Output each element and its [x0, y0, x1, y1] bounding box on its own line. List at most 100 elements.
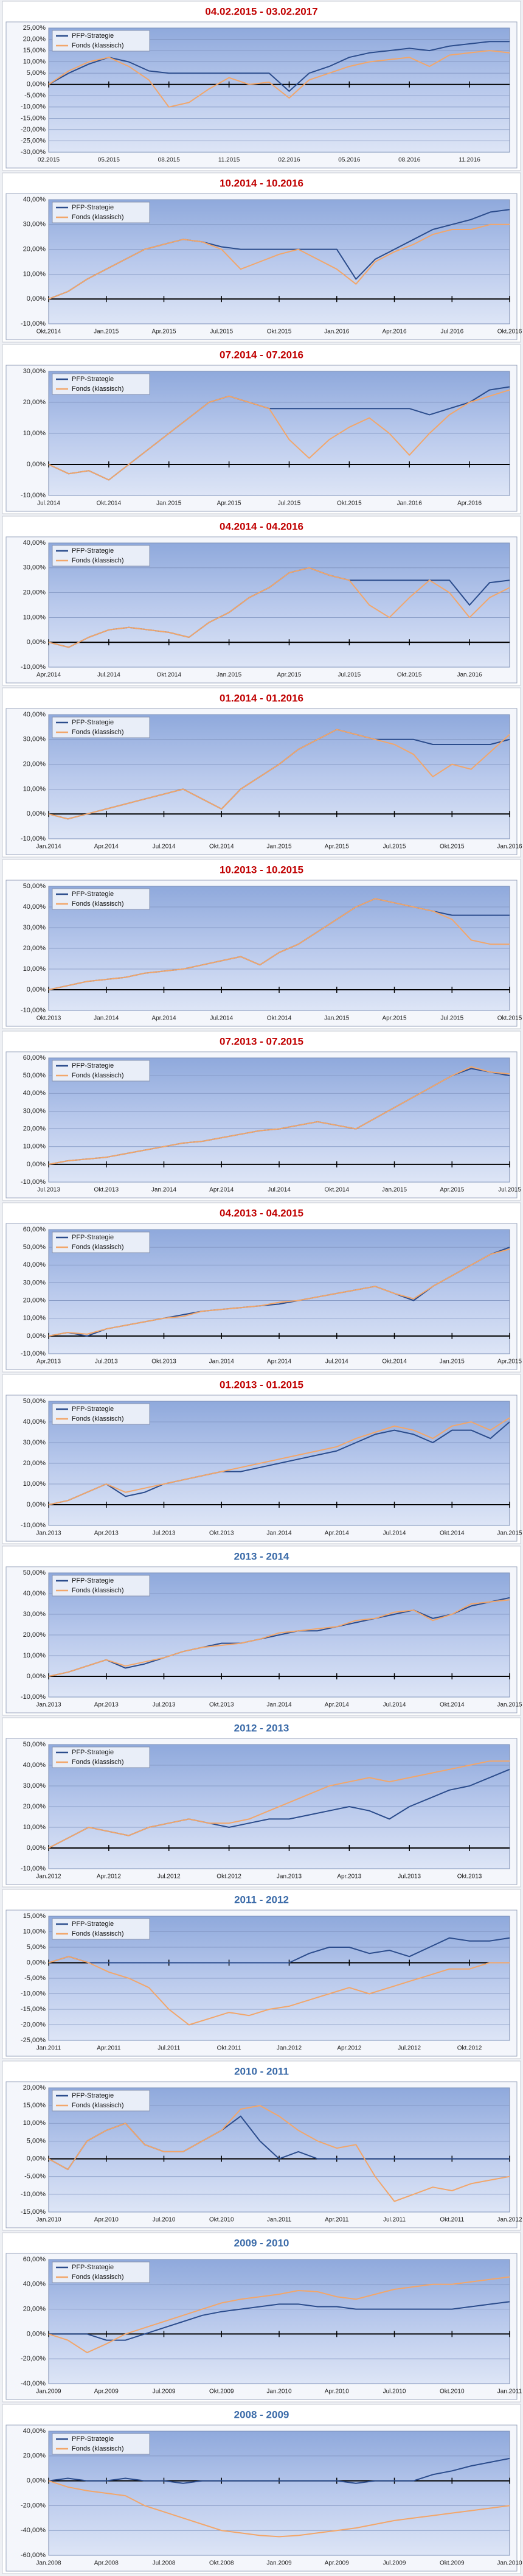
x-tick-label: Okt.2013: [457, 1874, 482, 1880]
y-tick-label: -10,00%: [21, 1990, 46, 1997]
legend-label: PFP-Strategie: [72, 2092, 114, 2099]
x-tick-label: Jul.2015: [383, 844, 406, 850]
legend-label: Fonds (klassisch): [72, 385, 124, 393]
legend-label: Fonds (klassisch): [72, 1587, 124, 1594]
y-tick-label: 20,00%: [23, 761, 46, 768]
legend: [52, 30, 150, 52]
x-tick-label: Jul.2015: [440, 1015, 463, 1022]
legend-label: Fonds (klassisch): [72, 2102, 124, 2109]
y-tick-label: 40,00%: [23, 1590, 46, 1597]
x-tick-label: Apr.2015: [217, 500, 241, 507]
series-line: [48, 2105, 510, 2202]
x-tick-label: Jul.2013: [37, 1187, 60, 1194]
x-tick-label: Okt.2013: [94, 1187, 119, 1194]
y-tick-label: -10,00%: [21, 1522, 46, 1529]
x-tick-label: Okt.2014: [156, 672, 181, 679]
x-tick-label: Jul.2013: [153, 1702, 176, 1709]
legend-label: Fonds (klassisch): [72, 900, 124, 908]
y-tick-label: 20,00%: [23, 1803, 46, 1810]
legend: [52, 1403, 150, 1425]
x-tick-label: Jan.2015: [156, 500, 182, 507]
x-tick-label: Jan.2015: [266, 844, 292, 850]
legend: [52, 1918, 150, 1940]
x-tick-label: 05.2016: [338, 157, 361, 164]
x-tick-label: Apr.2009: [94, 2389, 119, 2395]
series-line: [48, 1417, 510, 1505]
chart-title: 2013 - 2014: [234, 1550, 289, 1562]
x-tick-label: Okt.2012: [457, 2045, 482, 2052]
x-tick-label: Okt.2010: [440, 2389, 465, 2395]
series-line: [48, 2480, 510, 2538]
y-tick-label: 10,00%: [23, 58, 46, 66]
y-tick-label: 40,00%: [23, 539, 46, 547]
chart-title: 2012 - 2013: [234, 1722, 289, 1734]
series-line: [48, 1597, 510, 1677]
x-tick-label: Okt.2014: [324, 1187, 349, 1194]
legend: [52, 716, 150, 738]
x-tick-label: Jan.2013: [36, 1702, 61, 1709]
y-tick-label: -10,00%: [21, 2191, 46, 2198]
x-tick-label: Jan.2009: [266, 2560, 292, 2567]
x-tick-label: Jul.2010: [383, 2389, 406, 2395]
y-tick-label: -10,00%: [21, 835, 46, 842]
y-tick-label: 10,00%: [23, 1143, 46, 1150]
x-tick-label: Jan.2014: [151, 1187, 177, 1194]
x-tick-label: Okt.2014: [36, 329, 61, 335]
x-tick-label: Jul.2016: [440, 329, 463, 335]
legend-label: PFP-Strategie: [72, 1234, 114, 1241]
y-tick-label: 0,00%: [27, 2330, 46, 2337]
y-tick-label: 60,00%: [23, 1226, 46, 1233]
legend-label: PFP-Strategie: [72, 1405, 114, 1413]
y-tick-label: 0,00%: [27, 81, 46, 88]
x-tick-label: Jan.2016: [457, 672, 483, 679]
x-tick-label: Apr.2009: [325, 2560, 349, 2567]
y-tick-label: 10,00%: [23, 1652, 46, 1659]
x-tick-label: Jan.2016: [397, 500, 423, 507]
x-tick-label: Apr.2014: [151, 1015, 176, 1022]
y-tick-label: 0,00%: [27, 2477, 46, 2485]
x-tick-label: Jan.2010: [266, 2389, 292, 2395]
x-tick-label: Apr.2010: [325, 2389, 349, 2395]
series-line: [48, 1956, 510, 2026]
y-tick-label: 30,00%: [23, 1107, 46, 1115]
y-tick-label: 50,00%: [23, 1569, 46, 1577]
x-tick-label: Jan.2015: [324, 1015, 350, 1022]
x-tick-label: Jul.2010: [153, 2217, 176, 2224]
series-line: [48, 1421, 510, 1505]
y-tick-label: -30,00%: [21, 149, 46, 156]
x-tick-label: Jan.2012: [36, 1874, 61, 1880]
x-tick-label: Apr.2015: [151, 329, 176, 335]
x-tick-label: Jan.2015: [497, 1530, 522, 1537]
legend-label: Fonds (klassisch): [72, 214, 124, 221]
y-tick-label: -15,00%: [21, 2208, 46, 2216]
legend-label: PFP-Strategie: [72, 32, 114, 40]
y-tick-label: 30,00%: [23, 368, 46, 375]
legend-label: PFP-Strategie: [72, 376, 114, 383]
y-tick-label: 20,00%: [23, 945, 46, 952]
legend: [52, 1746, 150, 1768]
x-tick-label: Jan.2015: [94, 329, 119, 335]
x-tick-label: Apr.2014: [36, 672, 61, 679]
y-tick-label: 40,00%: [23, 903, 46, 911]
x-tick-label: Jan.2014: [209, 1359, 235, 1365]
y-tick-label: -20,00%: [21, 2355, 46, 2362]
x-tick-label: Apr.2016: [457, 500, 482, 507]
series-line: [49, 2301, 510, 2341]
y-tick-label: 50,00%: [23, 1741, 46, 1748]
chart-title: 01.2013 - 01.2015: [220, 1379, 303, 1390]
chart-title: 04.02.2015 - 03.02.2017: [205, 5, 317, 17]
legend-label: PFP-Strategie: [72, 2435, 114, 2443]
chart-title: 07.2013 - 07.2015: [220, 1035, 303, 1047]
y-tick-label: 40,00%: [23, 1090, 46, 1097]
x-tick-label: Okt.2013: [209, 1530, 234, 1537]
y-tick-label: 50,00%: [23, 883, 46, 890]
y-tick-label: -10,00%: [21, 1178, 46, 1186]
x-tick-label: Jan.2011: [267, 2217, 292, 2224]
y-tick-label: 15,00%: [23, 47, 46, 54]
y-tick-label: 5,00%: [27, 2137, 46, 2144]
y-tick-label: -10,00%: [21, 1865, 46, 1872]
y-tick-label: 0,00%: [27, 810, 46, 817]
y-tick-label: 0,00%: [27, 1844, 46, 1852]
legend-label: PFP-Strategie: [72, 891, 114, 898]
